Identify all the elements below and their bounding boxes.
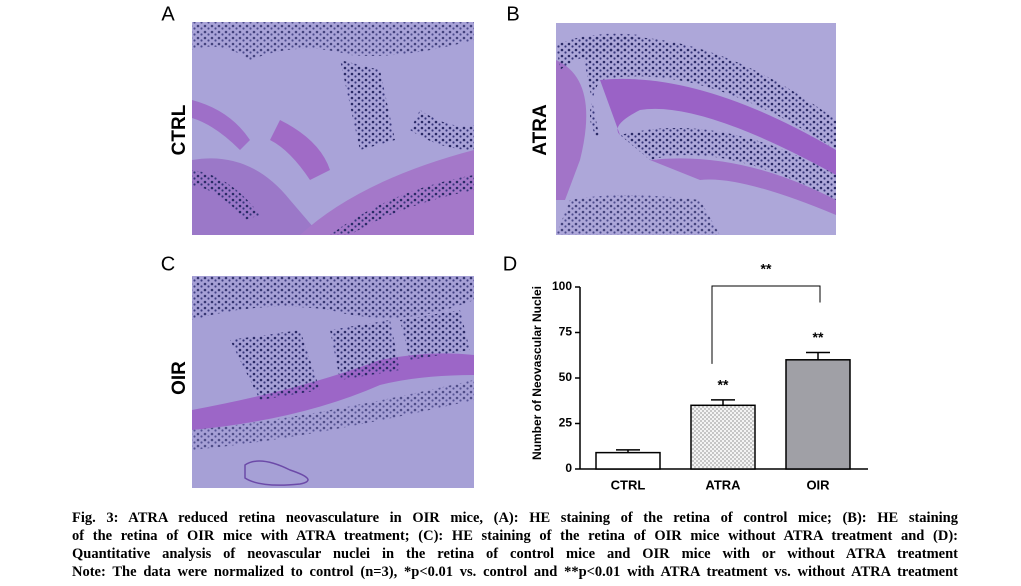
caption-line: of the retina of OIR mice with ATRA trea…: [72, 528, 958, 544]
y-tick-label: 0: [565, 461, 572, 475]
panel-label: ATRA: [530, 104, 551, 156]
micrograph-b: [556, 23, 836, 235]
caption-line: Fig. 3: ATRA reduced retina neovasculatu…: [72, 510, 958, 526]
bar: [690, 404, 756, 470]
significance: **: [718, 377, 729, 393]
bar: [785, 359, 851, 470]
figure-panels: A CTRL B ATRA C OIR D 0 25 50 75 100 Number of Neova…: [161, 3, 868, 492]
x-tick-label: ATRA: [705, 477, 741, 492]
bar: [595, 451, 661, 470]
panel-letter: C: [161, 253, 175, 275]
y-tick-label: 75: [559, 325, 573, 339]
significance: **: [813, 329, 824, 345]
panel-letter: B: [506, 3, 519, 25]
significance: **: [761, 261, 772, 277]
panel-letter: D: [503, 253, 517, 275]
bracket: [711, 285, 821, 364]
y-tick-label: 50: [559, 370, 573, 384]
panel-label: CTRL: [169, 104, 190, 155]
x-tick-label: OIR: [806, 477, 830, 492]
y-axis-label: Number of Neovascular Nuclei: [530, 286, 544, 460]
micrograph-c: [192, 276, 474, 488]
panel-label: OIR: [169, 361, 190, 395]
caption-line: Quantitative analysis of neovascular nuc…: [72, 546, 958, 562]
caption-line: Note: The data were normalized to contro…: [72, 564, 958, 580]
y-tick-label: 100: [552, 279, 572, 293]
micrograph-a: [192, 22, 474, 235]
y-tick-label: 25: [559, 416, 573, 430]
panel-letter: A: [161, 3, 175, 25]
x-tick-label: CTRL: [611, 477, 646, 492]
